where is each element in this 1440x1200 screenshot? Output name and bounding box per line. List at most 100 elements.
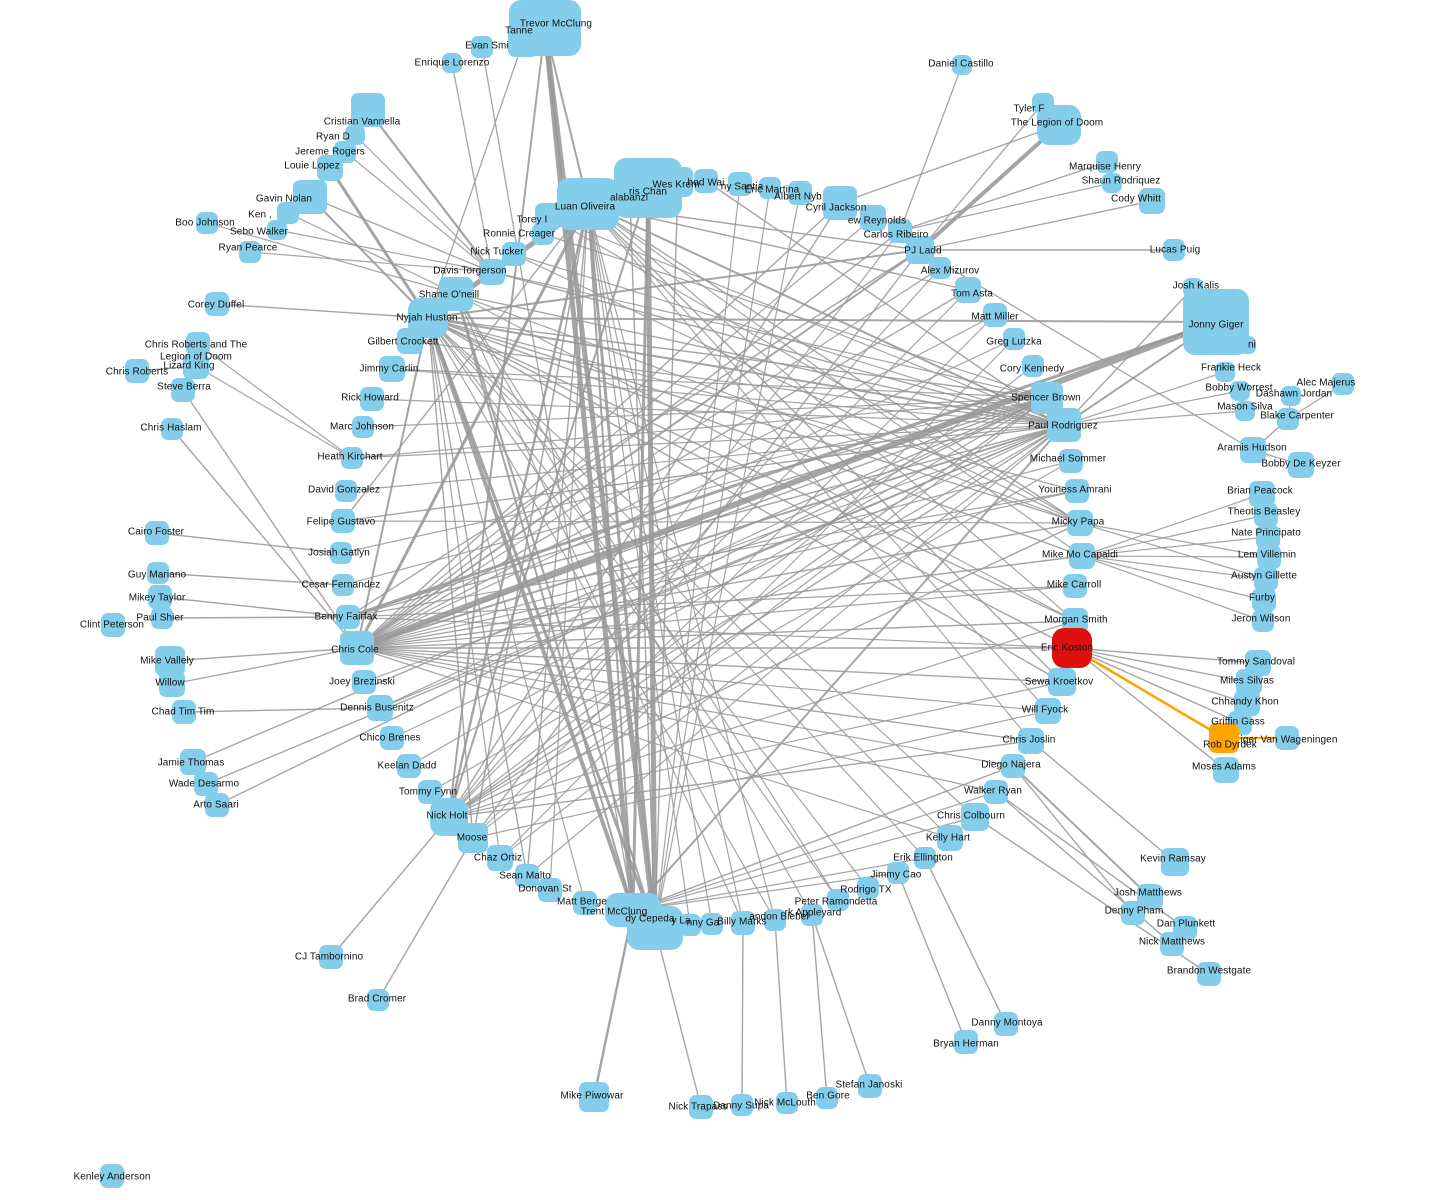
- node-shaun-rodriquez[interactable]: [1102, 173, 1122, 193]
- node-manny-santiago[interactable]: [728, 172, 752, 196]
- node-stefan-janoski[interactable]: [858, 1074, 882, 1098]
- node-cody-cepeda[interactable]: [627, 906, 683, 950]
- node-ryan-pearce[interactable]: [239, 241, 261, 263]
- node-rick-howard[interactable]: [360, 387, 384, 411]
- node-danny-montoya[interactable]: [994, 1012, 1018, 1036]
- node-louie-lopez[interactable]: [317, 155, 343, 181]
- node-rodrigo-tx[interactable]: [857, 877, 879, 899]
- node-mark-appleyard[interactable]: [801, 904, 823, 926]
- node-diego-najera[interactable]: [1001, 754, 1025, 778]
- node-heath-kirchart[interactable]: [341, 447, 363, 469]
- node-paul-shier[interactable]: [151, 607, 173, 629]
- node-albert-nyberg[interactable]: [788, 181, 812, 205]
- node-tanner[interactable]: [508, 27, 538, 57]
- node-rob-dyrdek[interactable]: [1209, 723, 1239, 753]
- node-aramis-hudson[interactable]: [1240, 437, 1266, 463]
- node-brandon-westgate[interactable]: [1197, 962, 1221, 986]
- node-lucas-puig[interactable]: [1163, 239, 1185, 261]
- node-cristian-vannella[interactable]: [351, 93, 385, 127]
- node-alec-majerus[interactable]: [1332, 373, 1354, 395]
- node-frankie-heck[interactable]: [1215, 362, 1235, 382]
- node-moose[interactable]: [458, 823, 488, 853]
- node-arto-saari[interactable]: [205, 793, 229, 817]
- node-brad-cromer[interactable]: [367, 989, 389, 1011]
- node-michael-sommer[interactable]: [1059, 449, 1083, 473]
- node-evan-smith[interactable]: [471, 36, 493, 58]
- node-micky-papa[interactable]: [1067, 510, 1093, 536]
- node-ni[interactable]: [1238, 336, 1256, 354]
- node-steve-berra[interactable]: [171, 378, 195, 402]
- node-jamie-thomas[interactable]: [180, 749, 206, 775]
- node-felipe-gustavo[interactable]: [331, 509, 355, 533]
- node-corey-duffel[interactable]: [205, 292, 229, 316]
- node-luan-oliveira[interactable]: [557, 178, 619, 230]
- node-legion-of-doom[interactable]: [1037, 105, 1081, 145]
- node-andrew-reynolds[interactable]: [860, 205, 886, 231]
- node-alex-mizurov[interactable]: [929, 257, 951, 279]
- node-nick-tucker[interactable]: [502, 242, 526, 266]
- node-boo-johnson[interactable]: [196, 212, 218, 234]
- node-cj-tambornino[interactable]: [319, 945, 343, 969]
- node-daniel-castillo[interactable]: [952, 55, 972, 75]
- node-donovan-strain[interactable]: [538, 878, 562, 902]
- node-lem-villemin[interactable]: [1257, 545, 1281, 569]
- node-ben-gore[interactable]: [816, 1087, 838, 1109]
- node-landon-biebel[interactable]: [764, 909, 786, 931]
- node-josiah-gatlyn[interactable]: [330, 542, 352, 564]
- node-matt-berger[interactable]: [573, 891, 597, 915]
- node-ken[interactable]: [277, 202, 299, 224]
- node-david-gonzalez[interactable]: [335, 480, 357, 502]
- node-chico-brenes[interactable]: [380, 726, 404, 750]
- node-matt-miller[interactable]: [983, 303, 1007, 327]
- node-peter-ramondetta[interactable]: [827, 889, 849, 911]
- node-joey-brezinski[interactable]: [352, 670, 376, 694]
- node-will-fyock[interactable]: [1035, 698, 1061, 724]
- node-davis-torgerson[interactable]: [479, 259, 505, 285]
- node-chris-haslam[interactable]: [161, 418, 183, 440]
- node-youness-amrani[interactable]: [1065, 479, 1089, 503]
- node-bryan-herman[interactable]: [954, 1030, 978, 1054]
- node-chris-colbourn[interactable]: [961, 803, 989, 831]
- node-cody-whitt[interactable]: [1139, 188, 1165, 214]
- node-kelly-hart[interactable]: [937, 825, 963, 851]
- node-chris-roberts[interactable]: [125, 359, 149, 383]
- node-jimmy-cao[interactable]: [887, 862, 909, 884]
- node-salabanzi[interactable]: [615, 183, 645, 213]
- node-jimmy-carlin[interactable]: [379, 356, 405, 382]
- node-erik-ellington[interactable]: [914, 847, 936, 869]
- node-enrique-lorenzo[interactable]: [442, 53, 462, 73]
- node-blake-carpenter[interactable]: [1277, 408, 1299, 430]
- node-kevin-ramsay[interactable]: [1161, 848, 1189, 876]
- node-furby[interactable]: [1252, 588, 1276, 612]
- node-chaz-ortiz[interactable]: [487, 845, 513, 871]
- node-guy-mariano[interactable]: [147, 562, 169, 584]
- node-nick-matthews[interactable]: [1160, 932, 1184, 956]
- node-willow[interactable]: [159, 671, 185, 697]
- node-cesar-fernandez[interactable]: [332, 574, 354, 596]
- node-mike-carroll[interactable]: [1063, 574, 1087, 598]
- node-gilbert-crockett[interactable]: [397, 328, 423, 354]
- node-dashawn-jordan[interactable]: [1281, 386, 1301, 406]
- node-danny-supa[interactable]: [731, 1094, 753, 1116]
- node-austyn-gillette[interactable]: [1254, 567, 1278, 591]
- node-greg-lutzka[interactable]: [1003, 328, 1025, 350]
- node-eric-koston[interactable]: [1052, 628, 1092, 668]
- node-billy-marks[interactable]: [731, 911, 755, 935]
- node-spencer-brown[interactable]: [1031, 382, 1063, 414]
- node-sewa-kroetkov[interactable]: [1048, 668, 1076, 696]
- node-mikey-taylor[interactable]: [148, 585, 172, 609]
- node-ryan-d[interactable]: [345, 125, 365, 145]
- node-mike-piwowar[interactable]: [579, 1082, 609, 1112]
- node-chad-tim-tim[interactable]: [172, 700, 196, 724]
- node-chris-roberts-lod[interactable]: [186, 332, 210, 356]
- node-nick-trapasso[interactable]: [689, 1095, 713, 1119]
- node-tom-asta[interactable]: [955, 277, 981, 303]
- node-brian-peacock[interactable]: [1249, 481, 1275, 507]
- node-dennis-busenitz[interactable]: [367, 695, 393, 721]
- node-wade-desarmo[interactable]: [194, 772, 218, 796]
- node-danny-garcia[interactable]: [701, 913, 723, 935]
- node-walker-ryan[interactable]: [984, 780, 1008, 804]
- node-ishod-wair[interactable]: [694, 169, 718, 193]
- node-eric-martina[interactable]: [759, 177, 781, 199]
